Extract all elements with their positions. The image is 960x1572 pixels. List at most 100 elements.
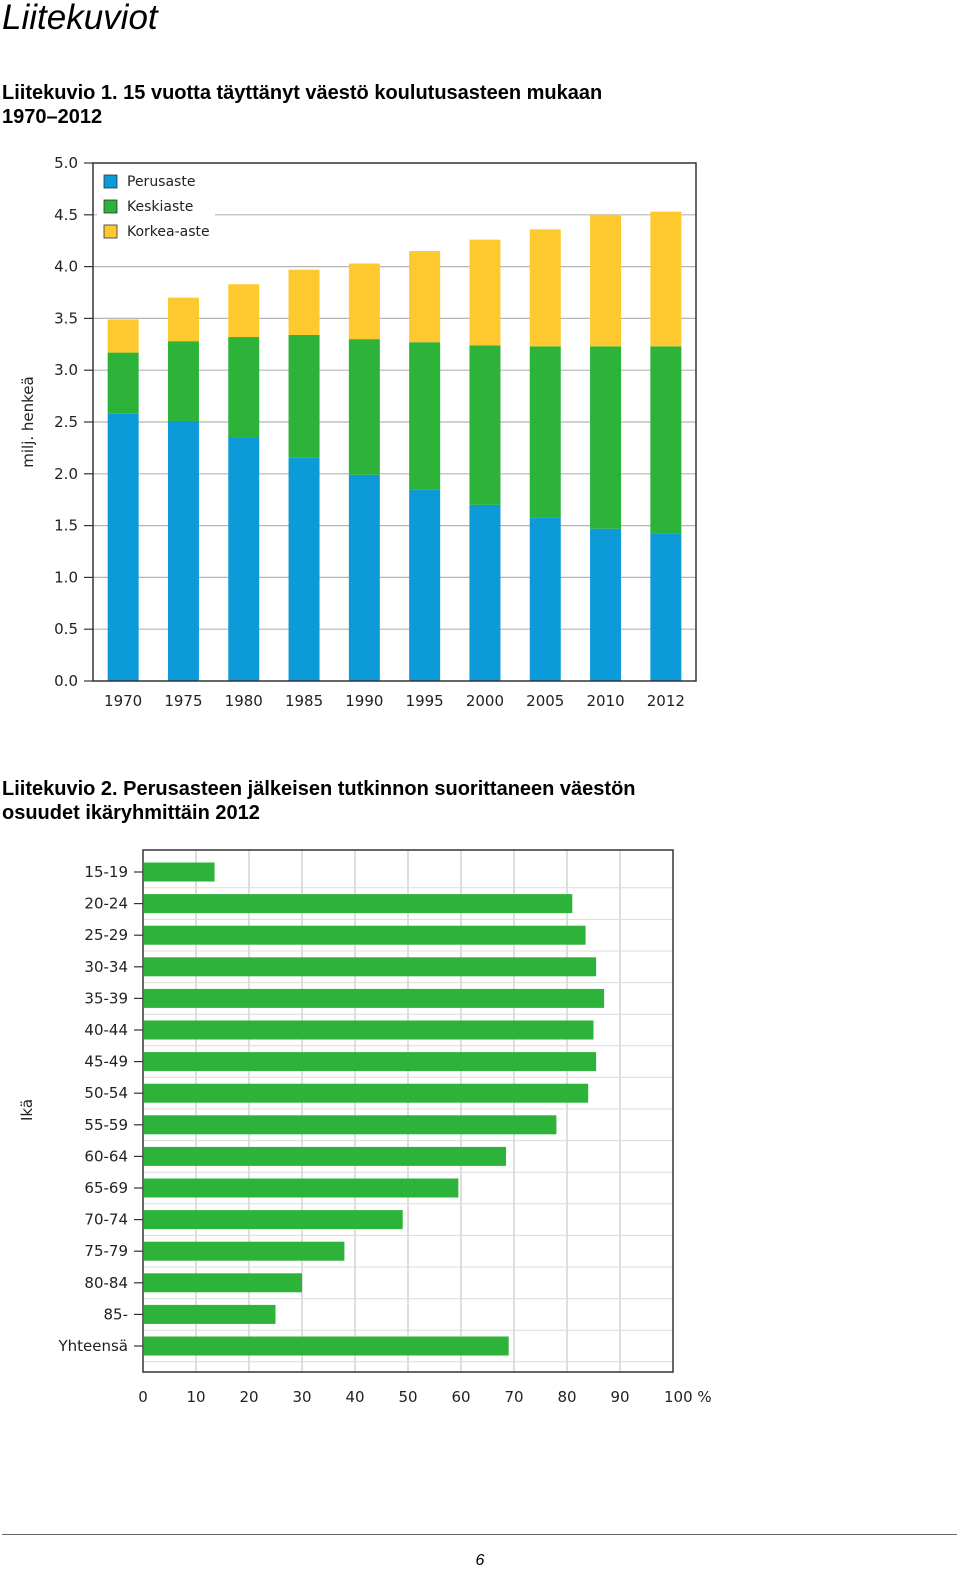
y-tick-label: Yhteensä xyxy=(57,1337,128,1355)
y-tick-label: 4.0 xyxy=(54,258,78,276)
bar-85- xyxy=(144,1304,276,1324)
y-tick-label: 35-39 xyxy=(84,989,128,1007)
bar-keskiaste-1985 xyxy=(288,334,320,458)
x-tick-label: 30 xyxy=(292,1388,311,1406)
y-tick-label: 3.0 xyxy=(54,361,78,379)
bar-keskiaste-1975 xyxy=(167,341,199,421)
legend-swatch xyxy=(103,199,118,214)
x-tick-label: 60 xyxy=(451,1388,470,1406)
y-axis-title: milj. henkeä xyxy=(19,376,37,467)
legend: Perusaste Keskiaste Korkea-aste xyxy=(97,168,215,244)
bar-40-44 xyxy=(144,1020,594,1040)
y-axis-title: Ikä xyxy=(18,1099,36,1121)
y-tick-label: 30-34 xyxy=(84,958,128,976)
bar-korkea-aste-1970 xyxy=(107,319,139,353)
page-number: 6 xyxy=(475,1552,485,1569)
bar-65-69 xyxy=(144,1178,459,1198)
bar-perusaste-2005 xyxy=(529,517,561,681)
y-tick-label: 55-59 xyxy=(84,1116,128,1134)
x-tick-label: 50 xyxy=(398,1388,417,1406)
y-tick-label: 45-49 xyxy=(84,1053,128,1071)
y-tick-label: 80-84 xyxy=(84,1274,128,1292)
y-tick-label: 2.5 xyxy=(54,413,78,431)
y-tick-label: 4.5 xyxy=(54,206,78,224)
plot-frame xyxy=(92,162,697,682)
bar-35-39 xyxy=(144,988,605,1008)
bar-korkea-aste-2005 xyxy=(529,229,561,347)
x-tick-label: 1995 xyxy=(406,692,444,710)
bar-perusaste-1995 xyxy=(409,489,441,681)
bar-80-84 xyxy=(144,1273,302,1293)
y-tick-label: 0.5 xyxy=(54,620,78,638)
x-tick-label: 80 xyxy=(557,1388,576,1406)
bar-75-79 xyxy=(144,1241,345,1261)
bar-korkea-aste-1995 xyxy=(409,251,441,343)
figure1-caption-line2: 1970–2012 xyxy=(2,106,103,128)
y-tick-label: 75-79 xyxy=(84,1242,128,1260)
page-title: Liitekuviot xyxy=(2,0,158,37)
bar-45-49 xyxy=(144,1052,597,1072)
legend-label: Keskiaste xyxy=(127,199,193,215)
bar-keskiaste-2000 xyxy=(469,345,501,505)
plot-frame xyxy=(142,849,674,1373)
bar-perusaste-1970 xyxy=(107,413,139,681)
y-tick-label: 3.5 xyxy=(54,309,78,327)
bar-20-24 xyxy=(144,894,573,914)
x-tick-label: 2000 xyxy=(466,692,504,710)
bar-keskiaste-1970 xyxy=(107,352,139,414)
x-tick-label: 70 xyxy=(504,1388,523,1406)
legend-swatch xyxy=(103,224,118,239)
bar-keskiaste-2012 xyxy=(650,346,682,534)
bar-korkea-aste-1985 xyxy=(288,269,320,335)
bar-perusaste-1980 xyxy=(228,437,260,681)
bar-korkea-aste-2000 xyxy=(469,239,501,346)
x-tick-label: 0 xyxy=(138,1388,148,1406)
bar-korkea-aste-2010 xyxy=(590,214,622,347)
bar-25-29 xyxy=(144,925,586,945)
x-tick-label: 2010 xyxy=(586,692,624,710)
bar-perusaste-1985 xyxy=(288,457,320,681)
figure1-caption: Liitekuvio 1. 15 vuotta täyttänyt väestö… xyxy=(2,81,902,129)
bar-keskiaste-1995 xyxy=(409,342,441,490)
y-tick-label: 5.0 xyxy=(54,154,78,172)
x-tick-label: 10 xyxy=(186,1388,205,1406)
bar-perusaste-2012 xyxy=(650,533,682,681)
legend-label: Perusaste xyxy=(127,174,195,190)
x-tick-label: 100 % xyxy=(664,1388,712,1406)
bar-korkea-aste-1980 xyxy=(228,284,260,338)
bar-keskiaste-1990 xyxy=(348,339,380,475)
bar-30-34 xyxy=(144,957,597,977)
figure2-caption: Liitekuvio 2. Perusasteen jälkeisen tutk… xyxy=(2,777,902,825)
x-tick-label: 1970 xyxy=(104,692,142,710)
y-tick-label: 25-29 xyxy=(84,926,128,944)
bar-60-64 xyxy=(144,1146,507,1166)
figure2-caption-line1: Liitekuvio 2. Perusasteen jälkeisen tutk… xyxy=(2,778,636,800)
bar-Yhteensä xyxy=(144,1336,509,1356)
y-tick-label: 15-19 xyxy=(84,863,128,881)
bar-keskiaste-2010 xyxy=(590,346,622,529)
x-tick-label: 40 xyxy=(345,1388,364,1406)
legend-swatch xyxy=(103,174,118,189)
bar-korkea-aste-1990 xyxy=(348,263,380,340)
y-tick-label: 40-44 xyxy=(84,1021,128,1039)
bar-korkea-aste-1975 xyxy=(167,297,199,342)
y-tick-label: 1.0 xyxy=(54,568,78,586)
x-tick-label: 20 xyxy=(239,1388,258,1406)
y-tick-label: 1.5 xyxy=(54,517,78,535)
footer-divider xyxy=(2,1534,957,1535)
bar-perusaste-2000 xyxy=(469,504,501,681)
bar-50-54 xyxy=(144,1083,589,1103)
bar-korkea-aste-2012 xyxy=(650,211,682,347)
figure2-caption-line2: osuudet ikäryhmittäin 2012 xyxy=(2,802,260,824)
x-tick-label: 2005 xyxy=(526,692,564,710)
bar-keskiaste-1980 xyxy=(228,337,260,438)
bar-70-74 xyxy=(144,1210,403,1230)
y-tick-label: 50-54 xyxy=(84,1084,128,1102)
x-tick-label: 2012 xyxy=(647,692,685,710)
education-stacked-bar-chart: 0.0 0.5 1.0 1.5 2.0 2.5 3.0 3.5 4.0 4.5 5.0 1970 197… xyxy=(19,154,697,710)
y-tick-label: 0.0 xyxy=(54,672,78,690)
bar-perusaste-1975 xyxy=(167,420,199,681)
y-tick-label: 65-69 xyxy=(84,1179,128,1197)
bar-15-19 xyxy=(144,862,215,882)
y-tick-label: 60-64 xyxy=(84,1147,128,1165)
